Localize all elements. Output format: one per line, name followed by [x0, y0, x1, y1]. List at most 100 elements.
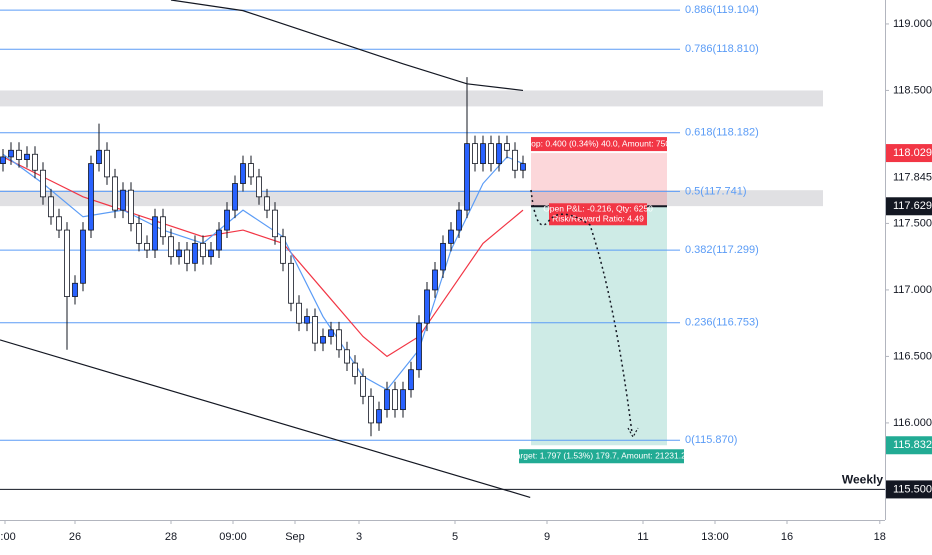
- fib-label: 0.236(116.753): [685, 317, 759, 329]
- pnl-label-box: [549, 203, 647, 226]
- candle-body: [24, 153, 30, 160]
- candle-body: [32, 153, 38, 171]
- candle-body: [8, 149, 14, 158]
- x-tick-label: 3:00: [0, 531, 16, 543]
- x-tick-label: 13:00: [701, 531, 729, 543]
- candle-body: [136, 223, 142, 244]
- y-tick-label: 116.000: [893, 417, 932, 429]
- candle-body: [360, 375, 366, 397]
- price-label-box: [886, 144, 932, 163]
- candle-body: [480, 143, 486, 164]
- candle-body: [400, 389, 406, 411]
- candle-body: [464, 143, 470, 211]
- candle-body: [208, 249, 214, 258]
- x-tick-label: Sep: [285, 531, 305, 543]
- candle-body: [120, 189, 126, 211]
- candle-body: [224, 209, 230, 231]
- candle-body: [488, 143, 494, 164]
- candle-body: [448, 229, 454, 244]
- y-tick-label: 118.500: [893, 84, 932, 96]
- x-tick-label: 16: [781, 531, 793, 543]
- candle-body: [96, 149, 102, 164]
- projection-path: [530, 189, 633, 434]
- candle-body: [264, 196, 270, 211]
- y-tick-label: 119.000: [893, 18, 932, 30]
- candle-body: [520, 163, 526, 171]
- candle-body: [256, 176, 262, 198]
- candle-body: [432, 269, 438, 291]
- candle-body: [128, 189, 134, 224]
- candle-body: [192, 242, 198, 264]
- weekly-label: Weekly: [842, 473, 883, 487]
- candle-body: [512, 149, 518, 171]
- x-tick-label: 26: [69, 531, 81, 543]
- candle-body: [384, 389, 390, 411]
- price-label: 117.629: [893, 200, 932, 212]
- x-tick-label: 28: [165, 531, 177, 543]
- candle-body: [88, 163, 94, 231]
- pnl-label: Open P&L: -0.216, Qty: 6250: [543, 204, 653, 214]
- candle-body: [40, 169, 46, 198]
- candle-body: [0, 156, 6, 164]
- price-label-box: [886, 197, 932, 216]
- stop-zone: [531, 153, 667, 207]
- candle-body: [320, 336, 326, 344]
- candle-body: [216, 229, 222, 251]
- candle-body: [312, 316, 318, 344]
- rr-label: Risk/Reward Ratio: 4.49: [552, 214, 644, 224]
- candle-body: [80, 229, 86, 284]
- price-label: 117.845: [893, 171, 932, 183]
- candle-body: [472, 143, 478, 164]
- candle-body: [168, 236, 174, 258]
- target-label: Target: 1.797 (1.53%) 179.7, Amount: 212…: [511, 451, 690, 461]
- candle-body: [328, 329, 334, 337]
- candle-body: [368, 395, 374, 424]
- x-tick-label: 09:00: [219, 531, 247, 543]
- fib-label: 0(115.870): [685, 434, 737, 446]
- candle-body: [16, 149, 22, 160]
- target-zone: [531, 206, 667, 446]
- zone: [0, 90, 823, 107]
- candle-body: [176, 249, 182, 258]
- moving-average: [170, 0, 524, 92]
- candle-body: [344, 349, 350, 364]
- fib-label: 0.5(117.741): [685, 185, 747, 197]
- stop-label-box: [531, 137, 667, 152]
- candle-body: [56, 216, 62, 231]
- candle-body: [504, 143, 510, 151]
- projection-arrow: [627, 427, 639, 439]
- candle-body: [48, 196, 54, 218]
- candle-body: [240, 163, 246, 184]
- candle-body: [280, 236, 286, 264]
- y-tick-label: 117.000: [893, 284, 932, 296]
- candle-body: [112, 176, 118, 211]
- fib-label: 0.382(117.299): [685, 244, 759, 256]
- candle-body: [200, 242, 206, 258]
- target-label-box: [519, 449, 684, 464]
- fib-label: 0.618(118.182): [685, 127, 759, 139]
- price-label-box: [886, 480, 932, 499]
- candle-body: [376, 409, 382, 424]
- price-label: 115.832: [893, 439, 932, 451]
- x-tick-label: 11: [637, 531, 648, 543]
- candle-body: [496, 143, 502, 164]
- candle-body: [416, 322, 422, 371]
- candle-body: [456, 209, 462, 231]
- candle-body: [64, 229, 70, 297]
- candle-body: [352, 362, 358, 377]
- candle-body: [296, 302, 302, 324]
- candle-body: [72, 282, 78, 297]
- x-tick-label: 9: [544, 531, 550, 543]
- candle-body: [144, 242, 150, 251]
- candle-body: [424, 289, 430, 324]
- stop-label: Stop: 0.400 (0.34%) 40.0, Amount: 7500: [523, 138, 675, 148]
- y-tick-label: 117.500: [893, 217, 932, 229]
- zone: [0, 190, 823, 207]
- price-label-box: [886, 436, 932, 455]
- candle-body: [392, 389, 398, 411]
- candle-body: [336, 329, 342, 351]
- candle-body: [304, 316, 310, 324]
- candle-body: [184, 249, 190, 264]
